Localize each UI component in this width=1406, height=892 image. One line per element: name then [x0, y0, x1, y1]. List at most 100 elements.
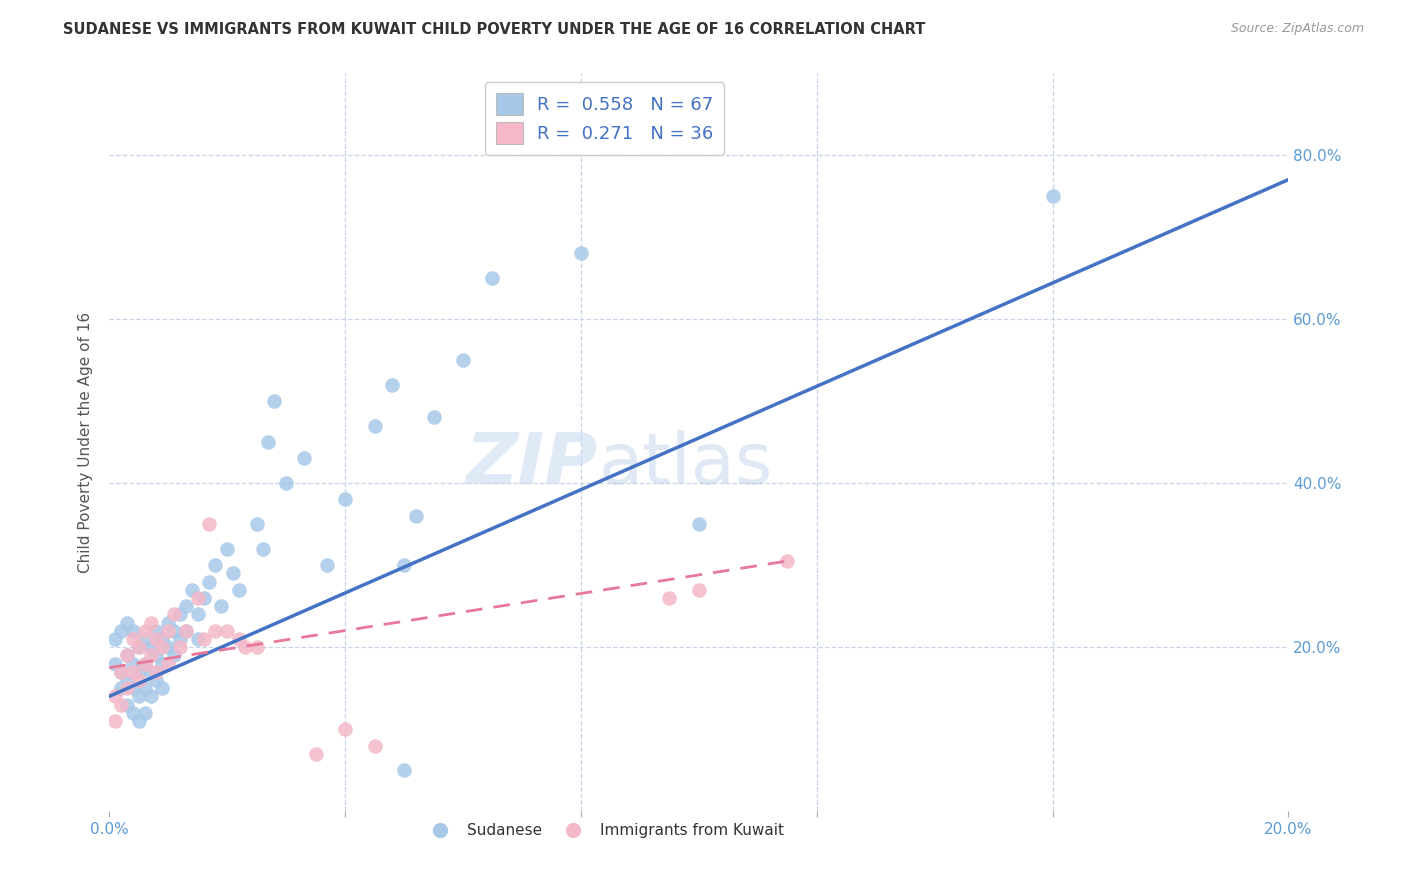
Point: [145, 632, 167, 646]
Point: [157, 640, 180, 654]
Point: [115, 615, 138, 630]
Legend: Sudanese, Immigrants from Kuwait: Sudanese, Immigrants from Kuwait: [419, 817, 790, 844]
Point: [110, 698, 132, 712]
Point: [363, 418, 385, 433]
Point: [115, 648, 138, 663]
Point: [405, 508, 427, 523]
Point: [128, 673, 150, 687]
Point: [110, 624, 132, 638]
Point: [233, 640, 256, 654]
Point: [174, 624, 197, 638]
Text: atlas: atlas: [599, 430, 773, 499]
Point: [688, 517, 710, 532]
Point: [139, 615, 162, 630]
Point: [187, 607, 209, 622]
Point: [128, 690, 150, 704]
Point: [128, 665, 150, 679]
Point: [163, 624, 186, 638]
Point: [252, 541, 274, 556]
Point: [222, 566, 245, 581]
Point: [392, 763, 415, 777]
Point: [134, 657, 156, 671]
Point: [776, 554, 799, 568]
Text: Source: ZipAtlas.com: Source: ZipAtlas.com: [1230, 22, 1364, 36]
Point: [115, 648, 138, 663]
Point: [150, 632, 173, 646]
Point: [263, 394, 285, 409]
Point: [121, 632, 143, 646]
Y-axis label: Child Poverty Under the Age of 16: Child Poverty Under the Age of 16: [79, 311, 93, 573]
Point: [180, 582, 202, 597]
Point: [134, 681, 156, 695]
Point: [217, 624, 239, 638]
Point: [121, 706, 143, 720]
Point: [187, 632, 209, 646]
Point: [198, 517, 221, 532]
Point: [115, 673, 138, 687]
Point: [174, 624, 197, 638]
Point: [481, 271, 503, 285]
Point: [204, 624, 226, 638]
Point: [157, 615, 180, 630]
Point: [104, 632, 127, 646]
Point: [139, 640, 162, 654]
Point: [110, 681, 132, 695]
Point: [292, 451, 315, 466]
Point: [304, 747, 326, 761]
Point: [145, 648, 167, 663]
Point: [104, 690, 127, 704]
Point: [174, 599, 197, 614]
Point: [139, 665, 162, 679]
Point: [381, 377, 404, 392]
Point: [134, 706, 156, 720]
Point: [193, 591, 215, 605]
Point: [115, 698, 138, 712]
Point: [451, 353, 474, 368]
Point: [110, 665, 132, 679]
Point: [169, 640, 191, 654]
Point: [198, 574, 221, 589]
Point: [150, 657, 173, 671]
Point: [128, 714, 150, 728]
Point: [150, 681, 173, 695]
Point: [121, 657, 143, 671]
Point: [110, 665, 132, 679]
Point: [139, 690, 162, 704]
Text: ZIP: ZIP: [467, 430, 599, 499]
Point: [145, 665, 167, 679]
Point: [163, 607, 186, 622]
Point: [228, 582, 250, 597]
Point: [209, 599, 232, 614]
Point: [333, 492, 356, 507]
Point: [157, 624, 180, 638]
Point: [316, 558, 339, 573]
Point: [150, 640, 173, 654]
Point: [422, 410, 444, 425]
Point: [333, 722, 356, 736]
Point: [217, 541, 239, 556]
Point: [187, 591, 209, 605]
Point: [128, 640, 150, 654]
Point: [257, 435, 280, 450]
Point: [134, 657, 156, 671]
Point: [274, 476, 297, 491]
Point: [128, 640, 150, 654]
Point: [246, 517, 269, 532]
Point: [104, 657, 127, 671]
Point: [157, 657, 180, 671]
Point: [121, 665, 143, 679]
Point: [392, 558, 415, 573]
Point: [169, 632, 191, 646]
Point: [163, 648, 186, 663]
Point: [658, 591, 681, 605]
Point: [1042, 189, 1064, 203]
Point: [228, 632, 250, 646]
Point: [139, 648, 162, 663]
Point: [193, 632, 215, 646]
Point: [204, 558, 226, 573]
Point: [169, 607, 191, 622]
Point: [145, 673, 167, 687]
Point: [134, 632, 156, 646]
Point: [246, 640, 269, 654]
Point: [569, 246, 592, 260]
